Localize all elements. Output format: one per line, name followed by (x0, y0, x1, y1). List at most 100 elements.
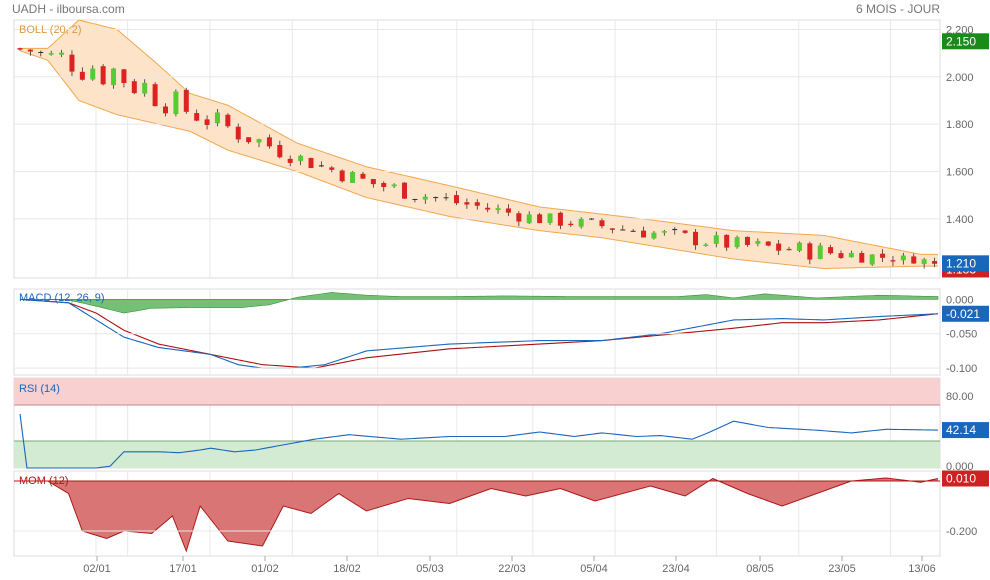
candle-body (277, 144, 283, 158)
candle-body (266, 137, 272, 147)
candle-body (183, 89, 189, 112)
candle-body (225, 114, 231, 127)
x-tick-label: 02/01 (83, 563, 111, 575)
candle-body (776, 243, 782, 251)
candle-body (599, 220, 605, 227)
candle-body (890, 260, 896, 262)
candle-body (557, 212, 563, 226)
rsi-value-badge-bg (942, 422, 989, 439)
x-tick-label: 05/03 (416, 563, 444, 575)
candle-body (443, 197, 449, 199)
candle-body (90, 68, 96, 80)
y-tick-label: 2.000 (946, 72, 974, 84)
candle-body (703, 244, 709, 246)
momentum-line (20, 477, 939, 553)
candle-body (360, 173, 366, 179)
candle-body (194, 113, 200, 121)
bollinger-upper-line (20, 19, 938, 255)
chart-header: UADH - ilboursa.com 6 MOIS - JOUR (0, 0, 990, 18)
candle-body (724, 234, 730, 248)
candle-body (755, 240, 761, 244)
price-badge-last: 1.210 (946, 256, 976, 270)
candle-body (329, 167, 335, 170)
candle-body (682, 230, 688, 233)
candle-body (391, 184, 397, 187)
candle-body (516, 213, 522, 222)
candle-body (474, 202, 480, 206)
x-tick-label: 08/05 (746, 563, 774, 575)
panel-frame (13, 19, 941, 279)
candle-body (589, 218, 595, 220)
x-tick-label: 23/04 (662, 563, 690, 575)
candle-body (848, 252, 854, 258)
momentum-area (20, 478, 938, 551)
candle-body (765, 241, 771, 246)
candle-body (838, 253, 844, 258)
y-tick-label: -0.100 (946, 363, 977, 375)
chart-title: UADH - ilboursa.com (12, 2, 125, 16)
price-badge-top-bg (942, 33, 989, 50)
x-tick-label: 13/06 (908, 563, 936, 575)
candle-body (162, 106, 168, 114)
bollinger-band-area (20, 20, 938, 269)
momentum-legend-label: MOM (12) (19, 475, 69, 487)
candle-body (402, 182, 408, 199)
candle-body (38, 51, 44, 53)
candle-body (828, 247, 834, 254)
y-tick-label: -0.050 (946, 329, 977, 341)
candle-body (59, 52, 65, 55)
macd-value-badge-bg (942, 305, 989, 322)
candle-body (693, 231, 699, 246)
candle-body (298, 155, 304, 162)
candle-body (620, 229, 626, 231)
candle-body (672, 228, 678, 231)
x-tick-label: 05/04 (580, 563, 608, 575)
macd-histogram (19, 292, 939, 314)
period-label[interactable]: 6 MOIS - JOUR (855, 2, 940, 16)
rsi-overbought-zone (14, 378, 940, 405)
candle-body (308, 157, 314, 168)
candle-body (900, 255, 906, 261)
candle-body (100, 66, 106, 85)
candle-body (526, 214, 532, 224)
candle-body (661, 231, 667, 233)
panel-frame (13, 470, 941, 557)
candle-body (412, 198, 418, 200)
candle-body (869, 254, 875, 265)
macd-value-badge: -0.021 (946, 307, 980, 321)
candle-body (152, 84, 158, 107)
rsi-value-badge: 42.14 (946, 423, 976, 437)
candle-body (256, 139, 262, 143)
y-tick-label: 80.00 (946, 391, 974, 403)
candle-body (204, 119, 210, 125)
candle-body (537, 214, 543, 224)
bollinger-lower-line (19, 50, 938, 270)
panel-frame (13, 288, 941, 376)
candle-body (381, 182, 387, 187)
candle-body (495, 208, 501, 211)
y-tick-label: -0.200 (946, 526, 977, 538)
candle-body (911, 256, 917, 264)
candle-body (27, 49, 33, 52)
x-tick-label: 01/02 (251, 563, 279, 575)
rsi-legend-label: RSI (14) (19, 383, 60, 395)
candle-body (744, 236, 750, 245)
candle-body (214, 112, 220, 124)
candle-body (796, 242, 802, 251)
candle-body (287, 158, 293, 163)
candle-body (48, 53, 54, 55)
y-tick-label: 1.600 (946, 166, 974, 178)
y-tick-label: 0.000 (946, 294, 974, 306)
x-tick-label: 22/03 (498, 563, 526, 575)
macd-line (19, 298, 939, 369)
candle-body (79, 71, 85, 80)
x-tick-label: 18/02 (333, 563, 361, 575)
candle-body (786, 248, 792, 251)
candle-body (422, 196, 428, 200)
candle-body (568, 223, 574, 226)
momentum-value-badge-bg (942, 470, 989, 487)
candle-body (932, 261, 938, 264)
x-tick-label: 17/01 (169, 563, 197, 575)
candle-body (641, 230, 647, 238)
